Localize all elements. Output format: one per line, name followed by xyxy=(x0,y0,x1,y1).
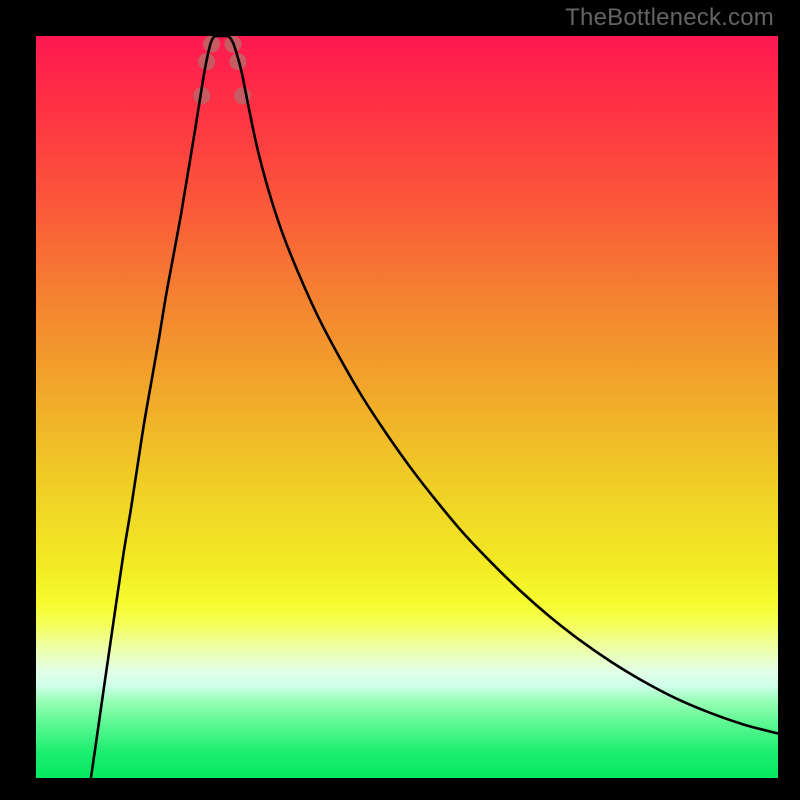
chart-frame: TheBottleneck.com xyxy=(0,0,800,800)
plot-area xyxy=(36,36,778,778)
gradient-background xyxy=(36,36,778,778)
watermark-text: TheBottleneck.com xyxy=(565,4,774,32)
